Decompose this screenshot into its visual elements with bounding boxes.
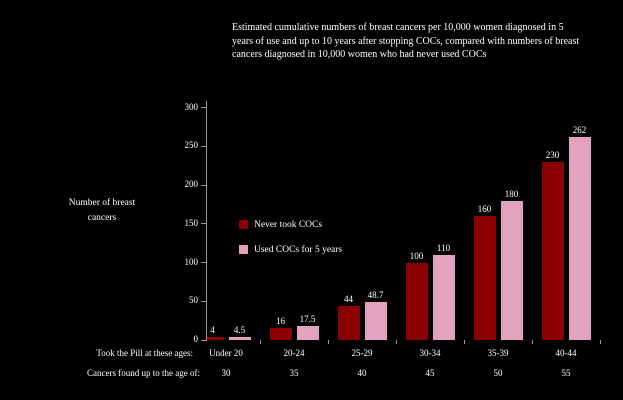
legend-label-used-cocs: Used COCs for 5 years <box>254 244 343 255</box>
y-tick-label: 250 <box>184 140 199 151</box>
bar-value-label: 100 <box>409 250 424 261</box>
plot-area: 4 4.5 16 17.5 44 48.7 100 110 160 180 230 262 0 50 10… <box>185 100 613 344</box>
x-age-label: 45 <box>425 368 435 378</box>
bar-used-cocs <box>432 254 455 340</box>
y-axis-line <box>206 101 207 341</box>
x-category-label: 25-29 <box>351 348 373 358</box>
bar-value-label: 230 <box>545 149 560 160</box>
x-category-label: 30-34 <box>419 348 441 358</box>
bar-value-label: 48.7 <box>367 290 384 301</box>
y-tick-label: 0 <box>193 334 199 344</box>
bar-value-label: 160 <box>477 204 492 214</box>
x-tick-mark <box>396 340 397 344</box>
bar-used-cocs <box>296 326 319 340</box>
y-tick-mark <box>201 223 206 225</box>
bar-used-cocs <box>228 336 251 340</box>
bar-never-cocs <box>269 327 292 340</box>
x-category-label: 40-44 <box>555 348 577 358</box>
bar-value-label: 4 <box>210 324 215 335</box>
x-tick-mark <box>464 340 465 344</box>
bar-never-cocs <box>405 262 428 340</box>
bar-value-label: 180 <box>504 188 519 199</box>
y-tick-mark <box>201 145 206 147</box>
y-tick-label: 150 <box>184 217 199 228</box>
y-tick-label: 200 <box>184 179 199 189</box>
x-row2-caption: Cancers found up to the age of: <box>87 368 200 378</box>
legend: Never took COCs Used COCs for 5 years <box>239 217 342 267</box>
bar-never-cocs <box>473 216 496 340</box>
x-age-label: 30 <box>221 368 231 378</box>
legend-swatch-never-cocs-icon <box>239 220 248 229</box>
bar-value-label: 16 <box>276 315 285 326</box>
y-tick-mark <box>201 262 206 263</box>
x-age-label: 40 <box>357 368 367 378</box>
bar-never-cocs <box>337 305 360 340</box>
y-axis-title: Number of breast cancers <box>37 196 167 226</box>
legend-label-never-cocs: Never took COCs <box>254 219 323 230</box>
x-age-label: 35 <box>289 368 299 378</box>
x-tick-mark <box>328 340 329 344</box>
bar-value-label: 262 <box>572 124 587 135</box>
bar-used-cocs <box>568 136 591 340</box>
y-tick-mark <box>201 339 206 341</box>
y-axis-title-line2: cancers <box>87 213 117 223</box>
x-tick-mark <box>260 340 261 344</box>
y-tick-mark <box>201 107 206 108</box>
bar-used-cocs <box>364 302 387 340</box>
x-age-label: 50 <box>493 368 503 378</box>
bar-value-label: 110 <box>436 242 451 253</box>
bar-value-label: 44 <box>344 293 353 304</box>
bar-used-cocs <box>500 200 523 340</box>
x-age-label: 55 <box>561 368 571 378</box>
y-tick-mark <box>201 184 206 186</box>
x-tick-mark <box>532 340 533 344</box>
y-tick-label: 100 <box>184 256 199 267</box>
x-row1-caption: Took the Pill at these ages: <box>96 348 193 358</box>
y-tick-mark <box>201 300 206 302</box>
bar-value-label: 17.5 <box>299 314 316 325</box>
x-tick-mark <box>600 340 601 344</box>
legend-item-used-cocs: Used COCs for 5 years <box>239 242 342 257</box>
chart-title: Estimated cumulative numbers of breast c… <box>232 22 580 60</box>
x-category-label: 35-39 <box>487 348 509 358</box>
legend-swatch-used-cocs-icon <box>239 245 248 254</box>
x-category-label: Under 20 <box>209 348 243 358</box>
bar-never-cocs <box>541 161 564 340</box>
legend-item-never-cocs: Never took COCs <box>239 217 342 232</box>
bar-value-label: 4.5 <box>233 324 246 335</box>
y-axis-title-line1: Number of breast <box>68 198 136 208</box>
y-tick-label: 50 <box>189 295 198 306</box>
bar-never-cocs <box>207 336 224 340</box>
y-tick-label: 300 <box>184 101 199 112</box>
x-category-label: 20-24 <box>283 348 305 358</box>
bars-layer: 4 4.5 16 17.5 44 48.7 100 110 160 180 230 262 <box>207 100 613 340</box>
x-categories-row: Took the Pill at these ages: Under 20 20-… <box>0 348 623 361</box>
x-ages-row: Cancers found up to the age of: 30 35 40 45… <box>0 368 623 381</box>
